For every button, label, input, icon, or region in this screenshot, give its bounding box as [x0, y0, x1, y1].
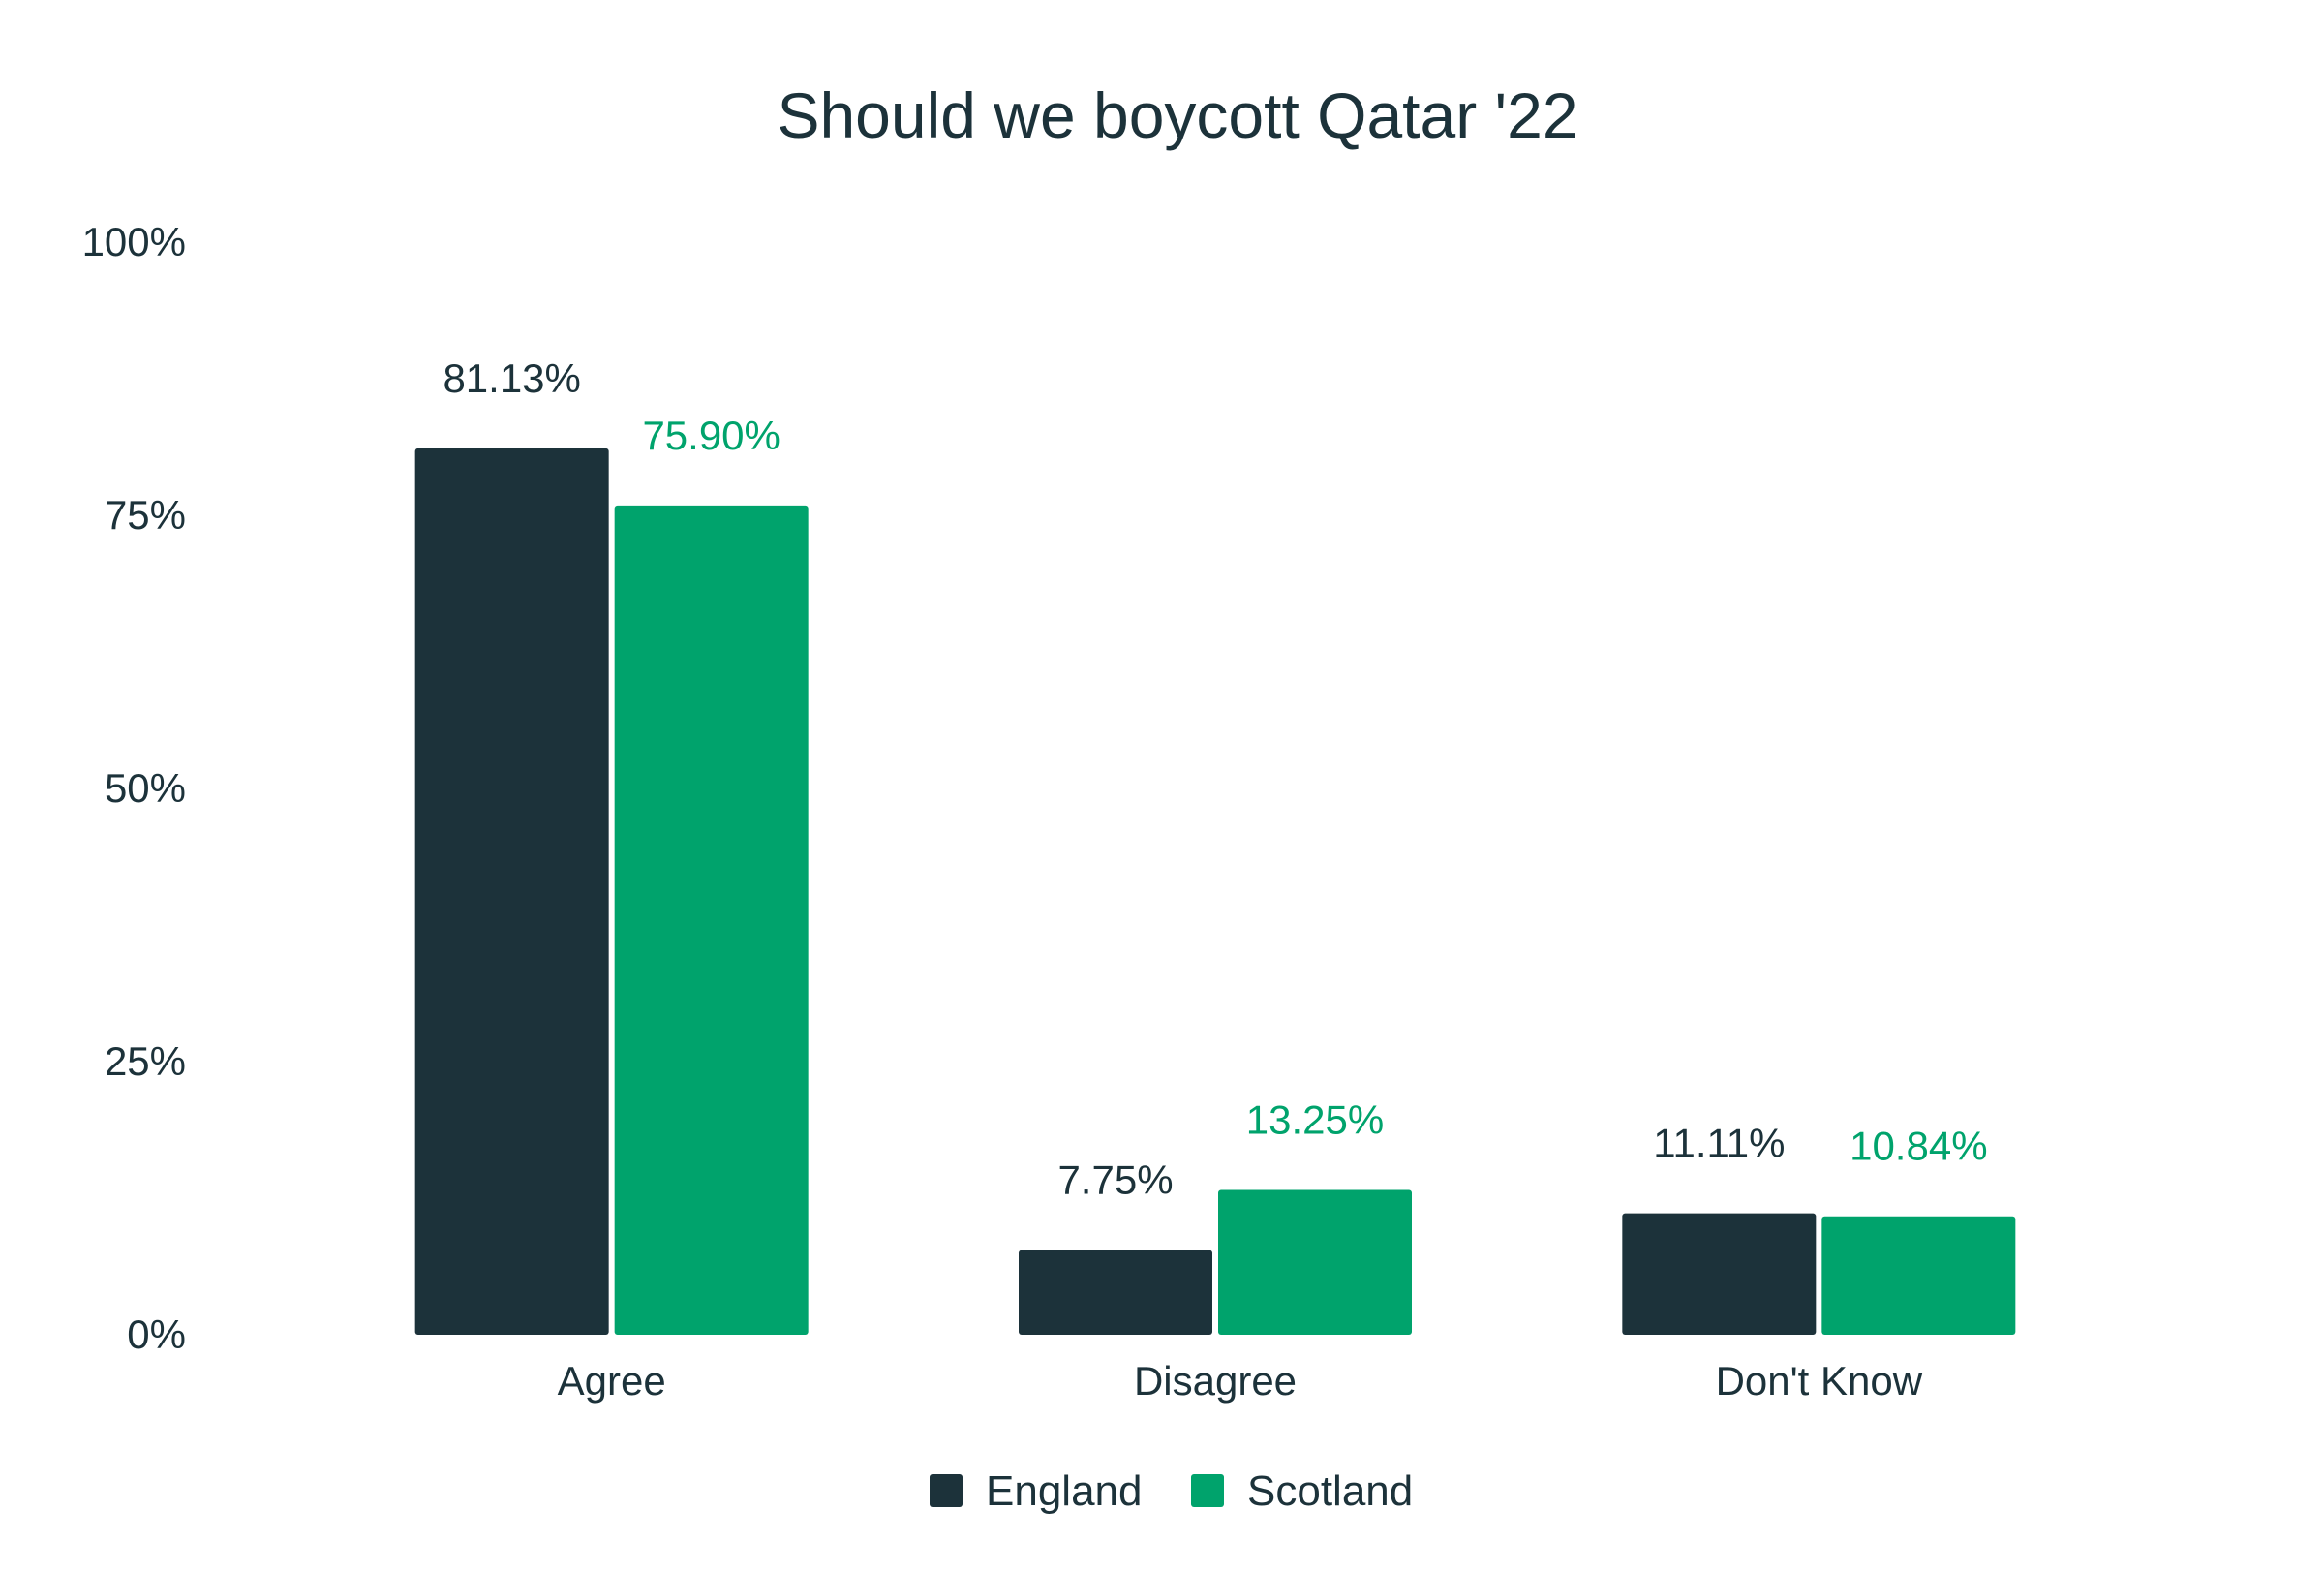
y-axis: 0% 25% 50% 75% 100% — [82, 219, 186, 1357]
data-label-england-don-t-know: 11.11% — [1653, 1121, 1785, 1166]
bar-scotland-disagree — [1218, 1189, 1412, 1335]
bars — [414, 448, 2016, 1335]
legend-swatch-england — [930, 1474, 963, 1507]
legend: England Scotland — [930, 1467, 1413, 1515]
y-tick-label: 0% — [127, 1312, 186, 1357]
y-tick-label: 100% — [82, 219, 186, 264]
bar-england-disagree — [1019, 1250, 1212, 1335]
data-label-england-agree: 81.13% — [443, 355, 580, 401]
bar-scotland-don-t-know — [1821, 1216, 2016, 1335]
bar-england-agree — [414, 448, 609, 1335]
legend-label-england: England — [986, 1467, 1142, 1515]
x-tick-label-disagree: Disagree — [1134, 1358, 1297, 1404]
x-tick-label-don-t-know: Don't Know — [1716, 1358, 1923, 1404]
y-tick-label: 75% — [105, 492, 186, 538]
x-axis: Agree Disagree Don't Know — [558, 1358, 1923, 1404]
bar-scotland-agree — [614, 505, 809, 1335]
bar-england-don-t-know — [1622, 1213, 1817, 1335]
data-label-scotland-don-t-know: 10.84% — [1850, 1124, 1987, 1169]
data-label-scotland-disagree: 13.25% — [1246, 1097, 1384, 1143]
y-tick-label: 50% — [105, 765, 186, 811]
data-label-england-disagree: 7.75% — [1057, 1157, 1173, 1203]
data-labels: 81.13% 75.90% 7.75% 13.25% 11.11% 10.84% — [443, 355, 1987, 1203]
y-tick-label: 25% — [105, 1038, 186, 1084]
data-label-scotland-agree: 75.90% — [642, 413, 780, 458]
x-tick-label-agree: Agree — [558, 1358, 666, 1404]
chart-title: Should we boycott Qatar '22 — [777, 79, 1577, 151]
legend-swatch-scotland — [1191, 1474, 1224, 1507]
legend-label-scotland: Scotland — [1247, 1467, 1413, 1515]
